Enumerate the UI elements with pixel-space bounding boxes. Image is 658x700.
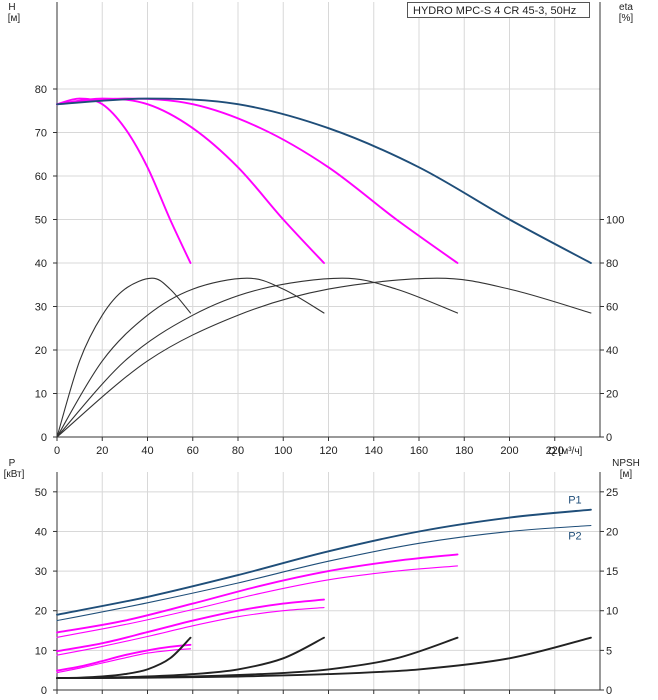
left-tick-label: 40 (35, 258, 47, 270)
series-line-p1-1-pump (56, 643, 192, 672)
right-tick-label: 40 (606, 345, 618, 357)
right-tick-label: 20 (606, 389, 618, 401)
x-tick-label: 0 (54, 445, 60, 457)
x-tick-label: 220 (546, 445, 564, 457)
left-tick-label: 70 (35, 128, 47, 140)
series-line-p2-1-pump (56, 648, 192, 674)
right-tick-label: 80 (606, 258, 618, 270)
left-tick-label: 60 (35, 171, 47, 183)
left-axis-unit: [кВт] (4, 469, 25, 480)
left-tick-label: 0 (41, 685, 47, 697)
series-line-h-1-pump (56, 97, 192, 264)
left-tick-label: 10 (35, 389, 47, 401)
x-tick-label: 200 (500, 445, 518, 457)
right-axis-name: NPSH (612, 458, 640, 469)
series-line-h-4-pumps (56, 97, 592, 264)
left-axis-unit: [м] (8, 13, 21, 24)
series-line-p1-2-pumps (56, 598, 325, 653)
x-tick-label: 180 (455, 445, 473, 457)
x-tick-label: 100 (274, 445, 292, 457)
right-tick-label: 100 (606, 215, 624, 227)
x-tick-label: 120 (319, 445, 337, 457)
x-axis-label: Q [м³/ч] (548, 446, 583, 457)
left-axis-name: P (9, 458, 16, 469)
series-label-p1: P1 (568, 495, 581, 507)
right-axis-unit: [%] (619, 13, 634, 24)
series-line-eta-2-pumps (56, 277, 325, 438)
right-tick-label: 0 (606, 685, 612, 697)
right-tick-label: 20 (606, 526, 618, 538)
left-tick-label: 0 (41, 432, 47, 444)
left-tick-label: 50 (35, 487, 47, 499)
series-line-p2-3-pumps (56, 565, 459, 638)
right-axis-name: eta (619, 2, 633, 13)
series-line-eta-1-pump (56, 277, 192, 438)
legend-box: HYDRO MPC-S 4 CR 45-3, 50Hz (407, 2, 590, 18)
right-tick-label: 15 (606, 566, 618, 578)
right-tick-label: 0 (606, 432, 612, 444)
series-line-h-3-pumps (56, 97, 459, 264)
series-label-p2: P2 (568, 531, 581, 543)
series-line-eta-4-pumps (56, 277, 592, 438)
x-tick-label: 160 (410, 445, 428, 457)
right-tick-label: 25 (606, 487, 618, 499)
x-tick-label: 140 (365, 445, 383, 457)
series-line-p1-3-pumps (56, 553, 459, 634)
left-tick-label: 30 (35, 302, 47, 314)
x-tick-label: 40 (141, 445, 153, 457)
left-tick-label: 40 (35, 526, 47, 538)
left-tick-label: 80 (35, 84, 47, 96)
left-tick-label: 20 (35, 606, 47, 618)
left-axis-name: H (8, 2, 15, 13)
x-tick-label: 80 (232, 445, 244, 457)
series-line-p1-4-pumps (56, 508, 592, 616)
series-line-eta-3-pumps (56, 277, 459, 438)
series-line-h-2-pumps (56, 97, 325, 264)
right-tick-label: 60 (606, 302, 618, 314)
left-tick-label: 20 (35, 345, 47, 357)
left-tick-label: 30 (35, 566, 47, 578)
right-tick-label: 10 (606, 606, 618, 618)
right-axis-unit: [м] (620, 469, 633, 480)
series-line-npsh-4-pumps (56, 636, 592, 680)
x-tick-label: 60 (187, 445, 199, 457)
series-line-p2-4-pumps (56, 524, 592, 622)
series-line-p2-2-pumps (56, 607, 325, 656)
right-tick-label: 5 (606, 645, 612, 657)
left-tick-label: 50 (35, 215, 47, 227)
left-tick-label: 10 (35, 645, 47, 657)
x-tick-label: 20 (96, 445, 108, 457)
